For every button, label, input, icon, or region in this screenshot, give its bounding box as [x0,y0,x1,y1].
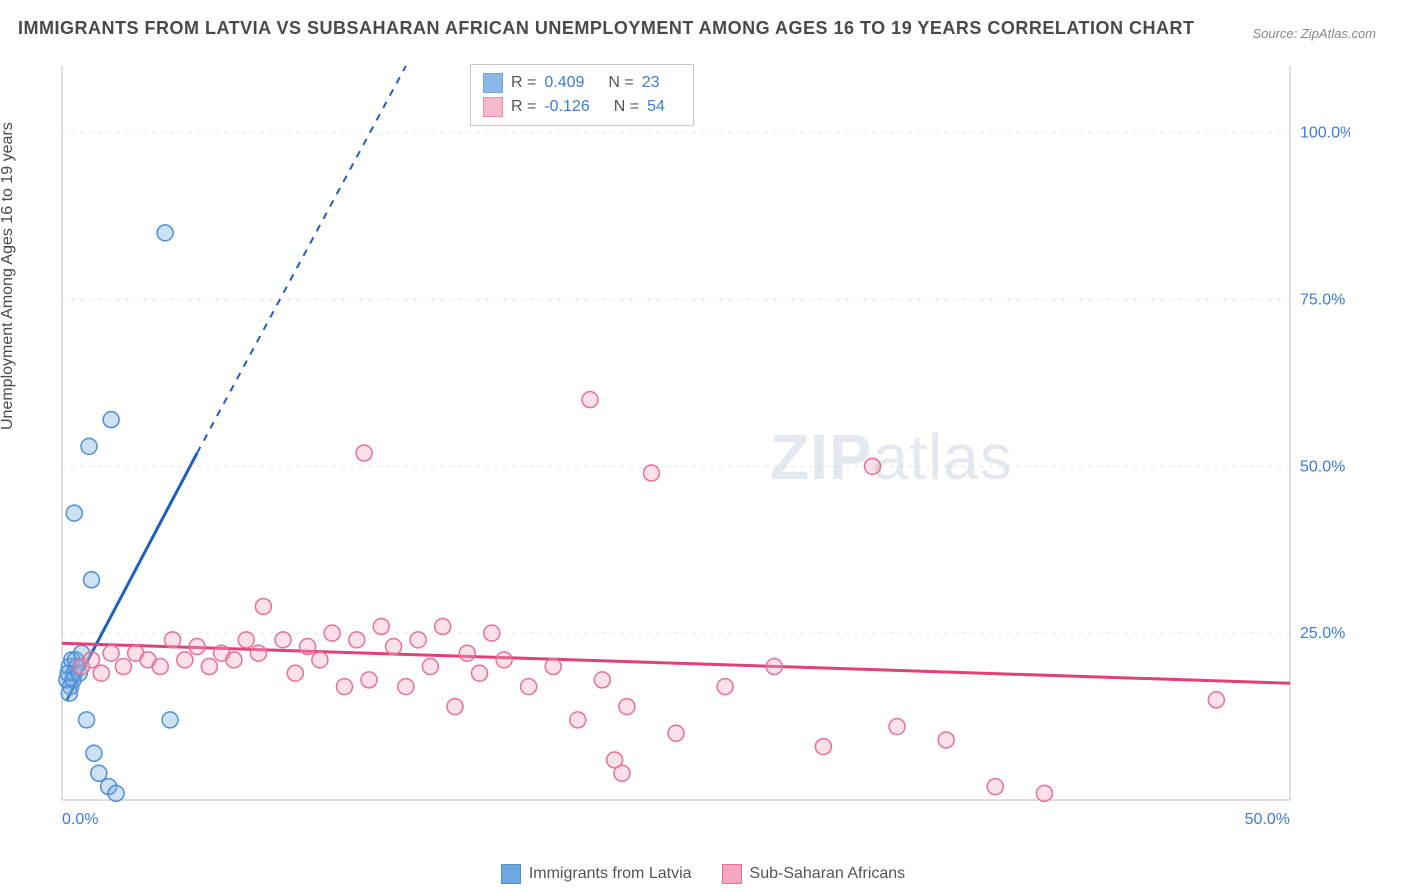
legend-item-latvia: Immigrants from Latvia [501,864,692,884]
source-attribution: Source: ZipAtlas.com [1252,26,1376,41]
svg-text:50.0%: 50.0% [1245,811,1290,828]
bottom-legend: Immigrants from Latvia Sub-Saharan Afric… [0,864,1406,884]
svg-text:0.0%: 0.0% [62,811,98,828]
legend-swatch-icon [483,97,503,117]
r-label: R = [511,98,536,116]
svg-text:100.0%: 100.0% [1300,125,1350,142]
legend-swatch-icon [501,864,521,884]
chart-svg: 25.0% 50.0% 75.0% 100.0% 0.0% 50.0% [50,60,1350,840]
legend-label: Sub-Saharan Africans [750,865,906,883]
stats-legend-row: R = -0.126 N = 54 [483,95,681,119]
stats-legend: R = 0.409 N = 23 R = -0.126 N = 54 [470,64,694,126]
chart-title: IMMIGRANTS FROM LATVIA VS SUBSAHARAN AFR… [18,18,1195,39]
legend-label: Immigrants from Latvia [529,865,692,883]
y-axis-label: Unemployment Among Ages 16 to 19 years [0,122,17,430]
svg-text:75.0%: 75.0% [1300,292,1345,309]
n-value: 23 [642,74,660,92]
scatter-plot: 25.0% 50.0% 75.0% 100.0% 0.0% 50.0% R = 0.409… [50,60,1350,840]
n-label: N = [608,74,633,92]
r-label: R = [511,74,536,92]
legend-item-subsaharan: Sub-Saharan Africans [722,864,906,884]
n-label: N = [614,98,639,116]
svg-text:25.0%: 25.0% [1300,625,1345,642]
n-value: 54 [647,98,665,116]
r-value: -0.126 [544,98,589,116]
legend-swatch-icon [722,864,742,884]
r-value: 0.409 [544,74,584,92]
legend-swatch-icon [483,73,503,93]
svg-text:50.0%: 50.0% [1300,458,1345,475]
stats-legend-row: R = 0.409 N = 23 [483,71,681,95]
